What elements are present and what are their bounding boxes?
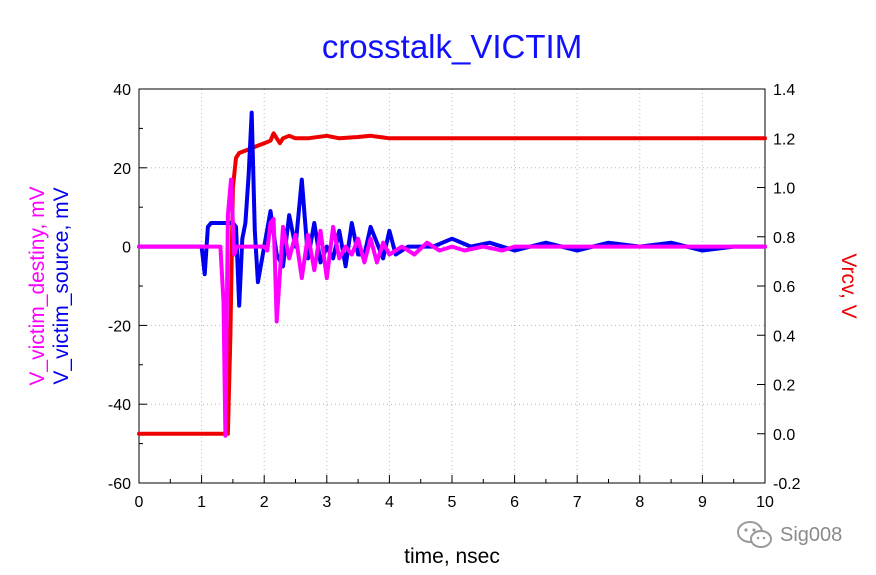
chart-title: crosstalk_VICTIM [322, 28, 582, 65]
y-left-tick-label: -60 [108, 476, 131, 493]
x-tick-label: 10 [756, 494, 774, 511]
y-axis-label-right: Vrcv, V [837, 253, 860, 318]
x-tick-label: 7 [573, 494, 582, 511]
x-tick-label: 0 [135, 494, 144, 511]
x-tick-label: 2 [260, 494, 269, 511]
y-left-tick-label: -40 [108, 397, 131, 414]
x-tick-label: 5 [448, 494, 457, 511]
y-right-tick-label: 1.4 [773, 82, 795, 99]
x-tick-label: 9 [698, 494, 707, 511]
series-line-vrcv [137, 131, 767, 436]
series-line-v-victim-destiny [137, 177, 767, 438]
y-right-tick-label: 0.6 [773, 279, 795, 296]
y-right-tick-label: -0.2 [773, 476, 801, 493]
y-left-tick-label: -20 [108, 318, 131, 335]
x-tick-label: 1 [197, 494, 206, 511]
y-right-tick-label: 0.0 [773, 427, 795, 444]
y-right-tick-label: 0.4 [773, 328, 795, 345]
y-axis-label-source: V_victim_source, mV [50, 187, 73, 384]
y-axis-label-destiny: V_victim_destiny, mV [26, 186, 49, 385]
axis-ticks: 0 1 2 3 4 5 6 7 8 9 10 -60 -40 -20 0 20 40 -0.2 0.0 0.2 0.4 0… [108, 82, 801, 511]
y-right-tick-label: 1.2 [773, 131, 795, 148]
watermark-text: Sig008 [780, 523, 843, 546]
y-right-tick-label: 0.2 [773, 378, 795, 395]
x-tick-label: 8 [635, 494, 644, 511]
series-group [137, 110, 767, 438]
y-left-tick-label: 0 [122, 240, 131, 257]
x-tick-label: 6 [510, 494, 519, 511]
y-left-tick-label: 40 [113, 82, 131, 99]
left-axis-title: V_victim_destiny, mV V_victim_source, mV [26, 186, 73, 385]
x-axis-label: time, nsec [404, 545, 500, 568]
plot-grid [139, 89, 765, 483]
x-tick-label: 3 [322, 494, 331, 511]
wechat-logo-icon [737, 521, 772, 548]
y-left-tick-label: 20 [113, 161, 131, 178]
y-right-tick-label: 0.8 [773, 230, 795, 247]
x-tick-label: 4 [385, 494, 394, 511]
y-right-tick-label: 1.0 [773, 181, 795, 198]
watermark: Sig008 [736, 520, 842, 550]
